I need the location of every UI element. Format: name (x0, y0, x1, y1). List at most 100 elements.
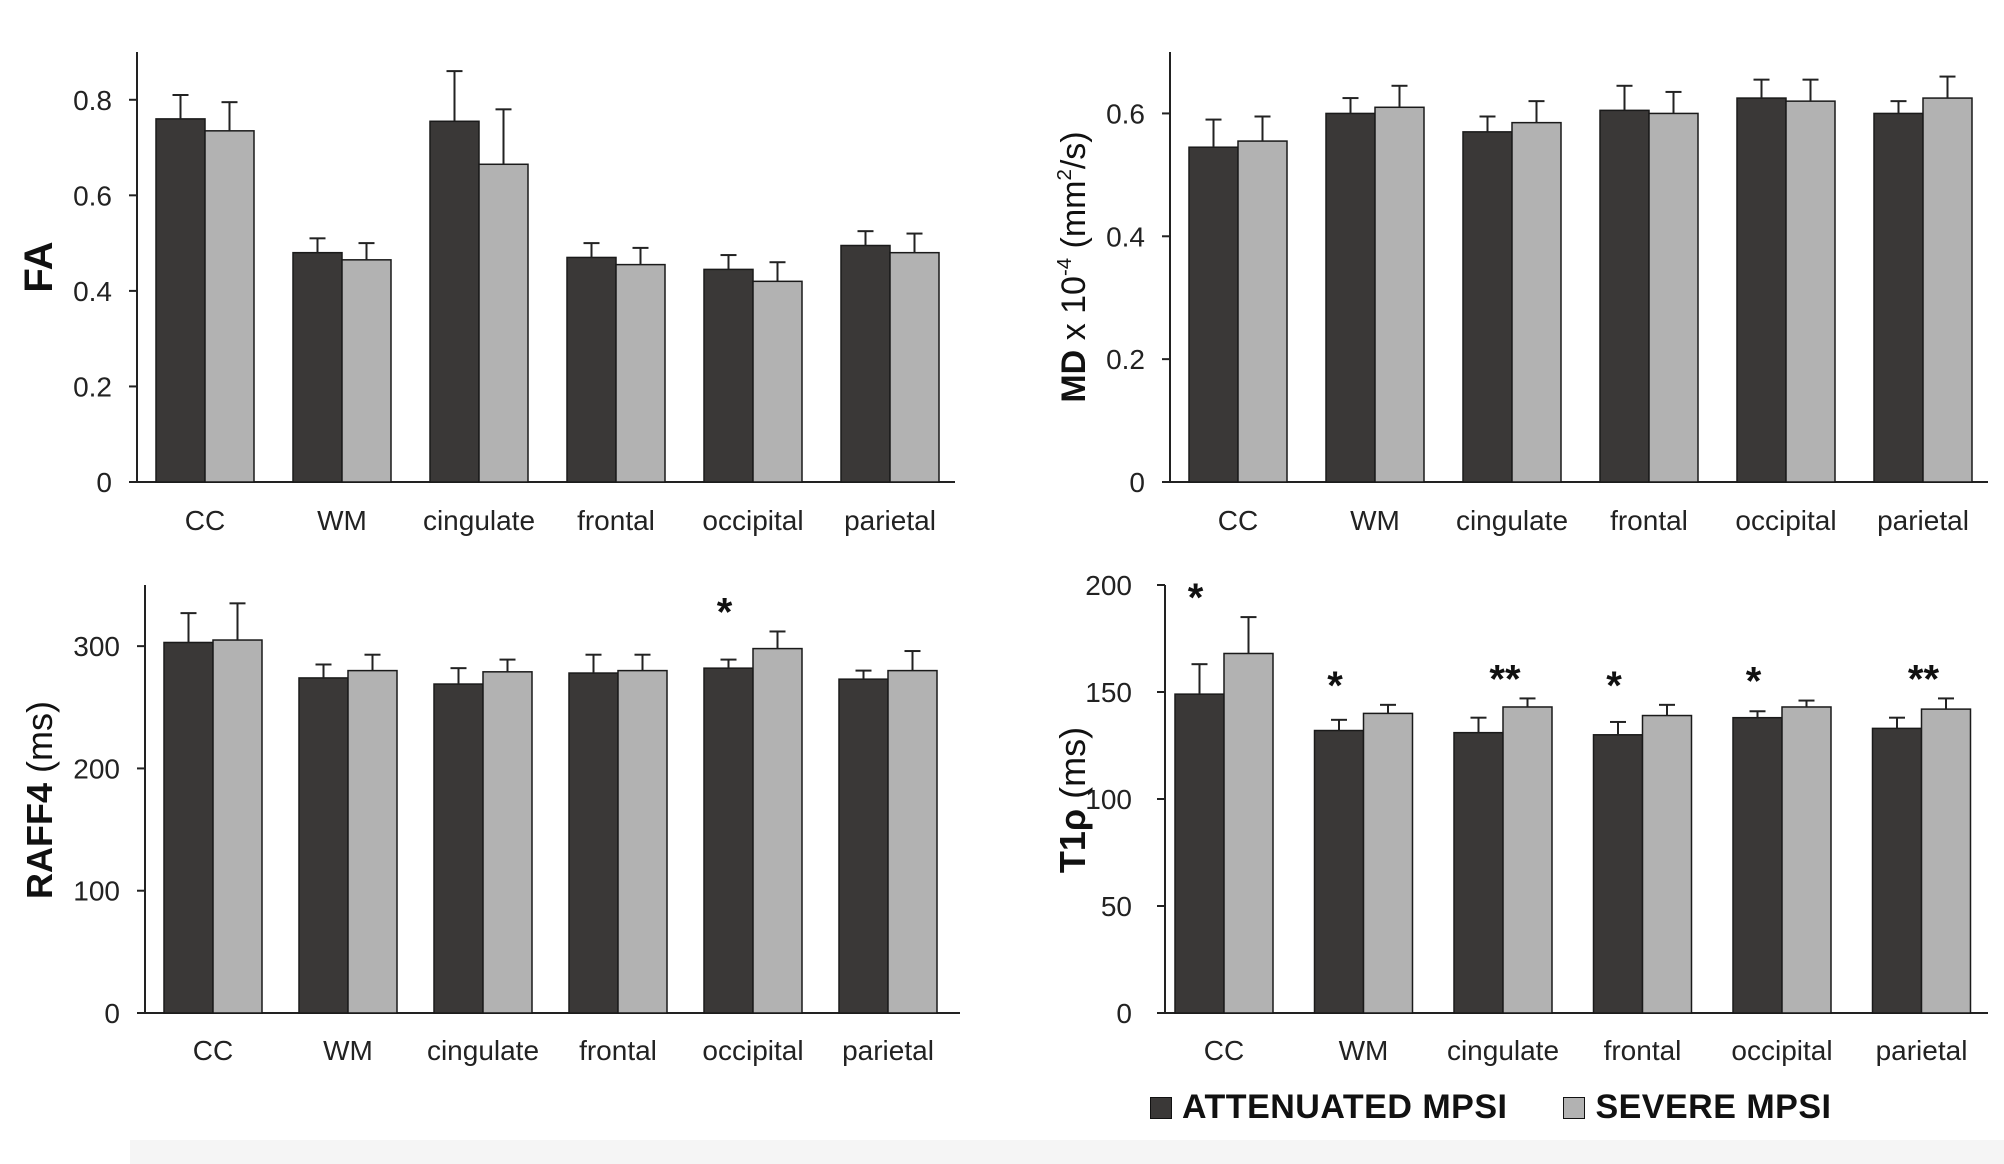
bar-attenuated (566, 256, 617, 483)
legend-label-attenuated: ATTENUATED MPSI (1182, 1088, 1508, 1126)
bar-attenuated (1188, 146, 1239, 483)
bar-attenuated (1592, 734, 1644, 1014)
legend-item-attenuated: ATTENUATED MPSI (1150, 1088, 1507, 1127)
bar-attenuated (703, 667, 754, 1014)
bar-attenuated (155, 118, 206, 483)
y-tick-label: 0.8 (73, 85, 112, 116)
bar-severe (1502, 706, 1553, 1014)
x-category-label: CC (1204, 1035, 1244, 1066)
y-axis-label-bold: T1ρ (1052, 809, 1093, 873)
bar-severe (1223, 652, 1274, 1014)
bar-attenuated (1873, 112, 1924, 483)
bar-severe (204, 130, 255, 483)
footer-band (130, 1140, 2004, 1164)
bar-severe (347, 669, 398, 1014)
x-category-label: WM (323, 1035, 373, 1066)
bar-severe (1237, 140, 1288, 483)
y-tick-label: 300 (73, 631, 120, 662)
y-axis-label-bold: FA (17, 241, 61, 292)
x-category-label: frontal (1604, 1035, 1682, 1066)
bar-severe (1362, 712, 1414, 1014)
x-category-label: frontal (579, 1035, 657, 1066)
bar-attenuated (298, 677, 349, 1014)
chart-md: 0 0.2 0.4 0.6 MD x 10-4 (mm2/s) CC WM cingulate… (1054, 52, 1988, 536)
bar-severe (1920, 708, 1972, 1014)
y-axis-label-text: /s) (1055, 131, 1093, 169)
bar-attenuated (703, 268, 754, 483)
y-axis-label-text: (ms) (19, 701, 60, 783)
x-category-label: parietal (1876, 1035, 1968, 1066)
x-category-label: cingulate (427, 1035, 539, 1066)
y-tick-label: 100 (1085, 784, 1132, 815)
bar-severe (1648, 112, 1699, 483)
x-category-label: frontal (1610, 505, 1688, 536)
y-axis-label: MD x 10-4 (mm2/s) (1054, 131, 1093, 402)
bar-attenuated (1453, 731, 1504, 1014)
bar-attenuated (838, 678, 889, 1014)
y-tick-label: 0.6 (73, 180, 112, 211)
x-category-label: CC (193, 1035, 233, 1066)
bar-severe (887, 669, 938, 1014)
bar-severe (212, 639, 263, 1014)
y-tick-label: 200 (1085, 570, 1132, 601)
bar-attenuated (433, 683, 484, 1014)
bar-severe (752, 280, 803, 483)
x-category-label: CC (1218, 505, 1258, 536)
bar-severe (617, 669, 668, 1014)
bar-attenuated (292, 251, 343, 483)
x-category-label: occipital (1735, 505, 1836, 536)
y-tick-label: 0.2 (1106, 344, 1145, 375)
x-category-label: parietal (844, 505, 936, 536)
bar-attenuated (1736, 97, 1787, 483)
x-category-label: parietal (842, 1035, 934, 1066)
x-category-label: WM (1339, 1035, 1389, 1066)
y-tick-label: 0.4 (1106, 221, 1145, 252)
x-category-label: WM (1350, 505, 1400, 536)
legend-item-severe: SEVERE MPSI (1563, 1088, 1831, 1127)
significance-marker: * (1606, 664, 1622, 708)
significance-marker: * (717, 590, 733, 634)
x-category-label: cingulate (423, 505, 535, 536)
bar-attenuated (1313, 729, 1365, 1014)
bar-attenuated (1599, 109, 1650, 483)
bar-severe (615, 263, 666, 483)
legend-swatch-attenuated (1150, 1096, 1172, 1119)
chart-fa: 0 0.2 0.4 0.6 0.8 FA CC WM cingulate frontal occip… (17, 52, 955, 536)
bar-attenuated (163, 641, 214, 1014)
bar-severe (1922, 97, 1973, 483)
significance-marker: ** (1908, 657, 1940, 701)
bar-attenuated (568, 672, 619, 1014)
bar-severe (1641, 714, 1693, 1014)
bar-severe (1374, 106, 1425, 483)
y-axis-label: FA (17, 241, 61, 292)
bar-severe (1511, 121, 1562, 483)
y-tick-label: 0.2 (73, 371, 112, 402)
y-tick-label: 0 (1116, 998, 1132, 1029)
significance-marker: ** (1489, 657, 1521, 701)
bar-attenuated (1871, 727, 1923, 1014)
legend: ATTENUATED MPSI SEVERE MPSI (1150, 1088, 1831, 1127)
y-tick-label: 0 (96, 467, 112, 498)
significance-marker: * (1746, 660, 1762, 704)
x-category-label: cingulate (1447, 1035, 1559, 1066)
y-axis-label-text: x 10 (1055, 276, 1093, 350)
legend-swatch-severe (1563, 1096, 1586, 1119)
y-axis-label-bold: MD (1055, 350, 1093, 403)
bar-attenuated (1732, 716, 1783, 1014)
x-category-label: occipital (702, 505, 803, 536)
y-tick-label: 50 (1101, 891, 1132, 922)
bar-attenuated (1174, 693, 1225, 1014)
bar-severe (341, 259, 392, 483)
y-tick-label: 0 (1129, 467, 1145, 498)
x-category-label: WM (317, 505, 367, 536)
y-axis-label-sup: 2 (1054, 169, 1076, 180)
legend-label-severe: SEVERE MPSI (1595, 1088, 1832, 1126)
x-category-label: CC (185, 505, 225, 536)
y-axis-label: RAFF4 (ms) (19, 701, 60, 899)
bar-attenuated (1325, 112, 1376, 483)
y-axis-label-sup: -4 (1054, 258, 1076, 276)
y-axis-label-bold: RAFF4 (19, 783, 60, 899)
bar-severe (752, 647, 803, 1014)
